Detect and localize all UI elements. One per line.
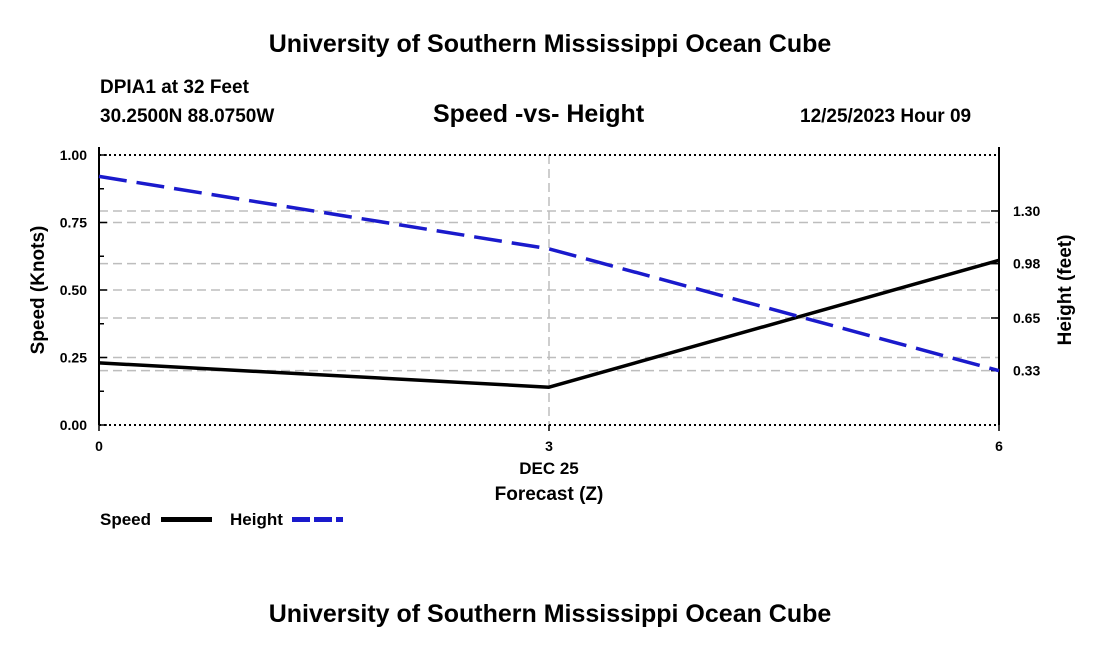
series-line-speed	[98, 258, 1000, 389]
left-tick-label-3: 0.75	[60, 215, 87, 231]
left-tick-label-0: 0.00	[60, 417, 87, 433]
org-title-bottom: University of Southern Mississippi Ocean…	[268, 600, 832, 628]
plot-axes	[98, 147, 1000, 431]
x-axis-label: Forecast (Z)	[495, 484, 604, 505]
chart-title: Speed -vs- Height	[433, 100, 645, 128]
left-tick-label-4: 1.00	[60, 147, 87, 163]
x-tick-label-1: 3	[545, 438, 553, 454]
right-tick-label-1: 0.65	[1013, 310, 1040, 326]
station-coords: 30.2500N 88.0750W	[100, 106, 275, 127]
x-date-label: DEC 25	[519, 459, 579, 478]
right-tick-label-3: 1.30	[1013, 203, 1040, 219]
tick-labels: 0.00 0.25 0.50 0.75 1.00 0.33 0.65 0.98 1.30 0 3 6	[60, 147, 1041, 454]
y-axis-right-label: Height (feet)	[1055, 235, 1076, 346]
right-tick-label-0: 0.33	[1013, 363, 1040, 379]
legend-speed-line	[161, 517, 212, 522]
x-tick-label-2: 6	[995, 438, 1003, 454]
left-tick-label-2: 0.50	[60, 282, 87, 298]
legend-height-label: Height	[230, 510, 283, 529]
org-title-top: University of Southern Mississippi Ocean…	[268, 30, 832, 58]
y-axis-left-label: Speed (Knots)	[28, 226, 49, 355]
forecast-datetime: 12/25/2023 Hour 09	[800, 106, 972, 127]
left-tick-label-1: 0.25	[60, 350, 87, 366]
x-tick-label-0: 0	[95, 438, 103, 454]
grid-lines	[99, 155, 999, 425]
right-tick-label-2: 0.98	[1013, 256, 1040, 272]
series-line-height	[98, 174, 1000, 373]
station-name: DPIA1 at 32 Feet	[100, 77, 249, 98]
legend-speed-label: Speed	[100, 510, 152, 529]
series-lines	[98, 174, 1000, 389]
legend-height-line	[292, 517, 343, 522]
